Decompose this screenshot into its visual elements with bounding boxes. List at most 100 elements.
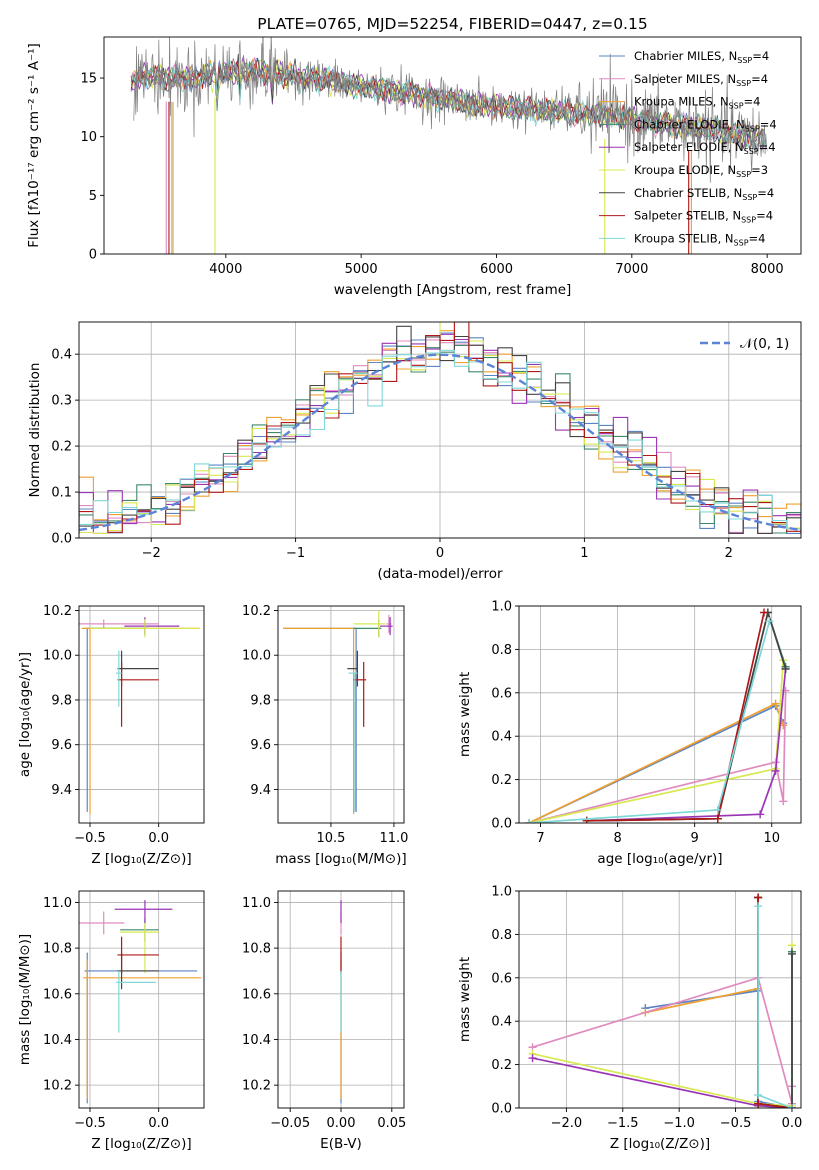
x-tick-label-3: 7000 — [615, 262, 648, 277]
axes-frame — [78, 605, 205, 824]
errorbar-6 — [117, 952, 159, 990]
legend-label-1: Salpeter MILES, NSSP=4 — [634, 72, 768, 88]
series-line-7 — [757, 897, 793, 1108]
errorbar-0 — [84, 952, 198, 1104]
errorbar-5 — [89, 619, 200, 638]
series-marker-4-0 — [528, 1054, 537, 1063]
series-marker-8-0 — [525, 819, 534, 823]
panel-mass-vs-ebv: −0.05 0.00 0.05 10.2 10.4 10.6 10.8 11.0 E(B-V) — [242, 890, 406, 1152]
errorbar-7 — [117, 936, 159, 974]
y-tick-label-2: 10.6 — [242, 987, 271, 1002]
y-tick-label-3: 15 — [80, 72, 97, 87]
x-tick-label-0: −2 — [142, 546, 161, 561]
y-tick-label-3: 10.8 — [43, 942, 72, 957]
y-tick-label-0: 0.0 — [491, 1102, 512, 1117]
errorbar-6 — [117, 650, 159, 687]
y-tick-label-2: 10 — [80, 130, 97, 145]
y-tick-label-2: 9.8 — [51, 693, 72, 708]
y-axis-label: age [log₁₀(age/yr)] — [17, 652, 33, 777]
chart-title: PLATE=0765, MJD=52254, FIBERID=0447, z=0… — [257, 15, 647, 33]
y-tick-label-4: 11.0 — [43, 896, 72, 911]
legend-sub-5: SSP — [736, 170, 751, 179]
x-tick-label-1: 0.0 — [148, 1116, 169, 1131]
y-tick-label-0: 0 — [89, 248, 97, 263]
legend-label-2: Kroupa MILES, NSSP=4 — [634, 95, 760, 111]
legend-name-4: Salpeter ELODIE, N — [634, 140, 744, 154]
y-axis-label: mass weight — [457, 957, 473, 1042]
series-marker-8-1 — [713, 805, 722, 814]
series-marker-7-1 — [754, 1099, 763, 1108]
legend-sub-6: SSP — [742, 193, 757, 202]
y-tick-label-4: 11.0 — [242, 896, 271, 911]
x-tick-label-3: −0.5 — [720, 1116, 752, 1131]
series-marker-7-2 — [760, 608, 769, 617]
legend-name-3: Chabrier ELODIE, N — [634, 117, 745, 131]
y-axis-label: Flux [fλ10⁻¹⁷ erg cm⁻² s⁻¹ A⁻¹] — [26, 43, 42, 248]
legend-label-3: Chabrier ELODIE, NSSP=4 — [634, 117, 777, 133]
x-tick-label-0: 7 — [536, 831, 544, 846]
series-marker-6-3 — [787, 949, 796, 958]
y-tick-label-5: 1.0 — [491, 600, 512, 615]
legend-label-5: Kroupa ELODIE, NSSP=3 — [634, 163, 768, 179]
panel-weight-vs-age: 7 8 9 10 0.0 0.2 0.4 0.6 0.8 1.0 age [log₁₀(age/yr… — [457, 600, 802, 867]
x-tick-label-3: 1 — [580, 546, 588, 561]
series-marker-6-3 — [781, 664, 790, 673]
legend-label-4: Salpeter ELODIE, NSSP=4 — [634, 140, 776, 156]
x-tick-label-4: 0.0 — [782, 1116, 803, 1131]
legend-sub-8: SSP — [734, 238, 749, 247]
legend-sub-3: SSP — [745, 124, 760, 133]
series-marker-7-0 — [754, 893, 763, 902]
errorbar-8 — [116, 970, 156, 1033]
observed-spectrum — [133, 37, 768, 183]
errorbar-3 — [353, 619, 382, 638]
x-tick-label-1: 0.0 — [148, 831, 169, 846]
series-line-8 — [757, 906, 793, 1108]
errorbar-6 — [347, 650, 358, 687]
y-tick-label-4: 0.4 — [51, 348, 72, 363]
y-tick-label-0: 0.0 — [491, 817, 512, 832]
y-tick-label-4: 0.8 — [491, 928, 512, 943]
errorbar-4 — [380, 617, 393, 636]
y-axis-label: mass [log₁₀(M/M⊙)] — [17, 934, 33, 1065]
x-tick-label-1: 0.00 — [327, 1116, 356, 1131]
y-tick-label-1: 10.4 — [242, 1033, 271, 1048]
y-tick-label-3: 0.3 — [51, 394, 72, 409]
y-tick-label-3: 10.8 — [242, 942, 271, 957]
legend-sub-0: SSP — [737, 56, 752, 65]
legend-suffix-5: =3 — [751, 163, 768, 177]
x-tick-label-2: −1.0 — [663, 1116, 695, 1131]
x-axis-label: age [log₁₀(age/yr)] — [597, 851, 722, 867]
x-tick-label-2: 9 — [691, 831, 699, 846]
plot-area — [79, 322, 801, 534]
legend-suffix-3: =4 — [760, 117, 777, 131]
legend-suffix-2: =4 — [744, 95, 761, 109]
series-marker-7-0 — [582, 816, 591, 823]
series-line-3 — [532, 945, 793, 1107]
series-line-7 — [586, 612, 765, 822]
x-tick-label-2: 6000 — [480, 262, 513, 277]
x-tick-label-1: 5000 — [345, 262, 378, 277]
y-tick-label-1: 9.6 — [250, 738, 271, 753]
y-tick-label-0: 0.0 — [51, 532, 72, 547]
legend-label-7: Salpeter STELIB, NSSP=4 — [634, 209, 773, 225]
legend-sub-2: SSP — [729, 102, 744, 111]
y-tick-label-3: 0.6 — [491, 686, 512, 701]
y-tick-label-3: 10.0 — [242, 649, 271, 664]
series-line-2 — [528, 690, 787, 823]
y-tick-label-2: 9.8 — [250, 693, 271, 708]
series-line-6 — [586, 609, 787, 822]
x-tick-label-0: −0.05 — [270, 1116, 310, 1131]
y-tick-label-2: 0.4 — [491, 1015, 512, 1030]
series-marker-1-1 — [771, 699, 780, 708]
legend-suffix-6: =4 — [757, 186, 774, 200]
panel-mass-vs-Z: −0.5 0.0 10.2 10.4 10.6 10.8 11.0 Z [log₁₀(Z/Z⊙… — [17, 890, 205, 1152]
legend-name-2: Kroupa MILES, N — [634, 95, 729, 109]
errorbar-5 — [353, 610, 386, 638]
x-tick-label-1: 8 — [613, 831, 621, 846]
errorbar-2 — [83, 959, 202, 1099]
y-tick-label-1: 9.6 — [51, 738, 72, 753]
plot-area — [528, 893, 796, 1108]
legend-suffix-0: =4 — [752, 49, 769, 63]
